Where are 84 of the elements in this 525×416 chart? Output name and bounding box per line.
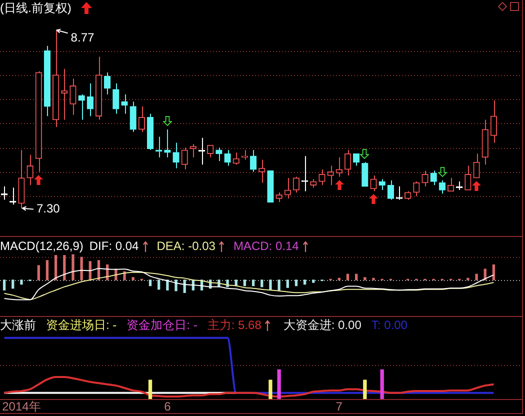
bar	[346, 274, 350, 280]
bar	[158, 280, 160, 290]
text: T: 0.00	[371, 318, 408, 332]
bar	[286, 280, 289, 288]
candlestick	[473, 153, 480, 178]
candlestick	[336, 156, 342, 178]
annotation: 7.30	[36, 202, 60, 216]
candlestick	[490, 100, 498, 144]
candlestick	[447, 177, 454, 192]
candlestick	[318, 168, 326, 186]
candlestick	[378, 178, 386, 191]
candlestick	[327, 165, 334, 186]
text: 大资金进: 0.00	[283, 318, 362, 332]
bar	[63, 255, 66, 280]
candlestick	[292, 176, 300, 193]
x-tick-label: 7	[336, 400, 343, 414]
text: MACD: 0.14	[233, 239, 299, 253]
candlestick	[104, 72, 111, 95]
bar	[312, 280, 315, 283]
candlestick	[61, 68, 68, 120]
text: 主力: 5.68	[207, 318, 262, 332]
candlestick	[121, 94, 128, 114]
candlestick	[70, 78, 76, 116]
candlestick	[26, 154, 34, 186]
bar	[243, 280, 246, 286]
candlestick	[301, 156, 308, 192]
series-label: DEA: -0.03	[156, 239, 216, 253]
candlestick	[276, 192, 282, 203]
candlestick	[172, 142, 180, 169]
bar	[294, 280, 298, 286]
x-tick-label: 6	[164, 400, 172, 414]
bar	[466, 278, 470, 280]
bar	[72, 254, 74, 280]
text: 资金进场日: -	[46, 318, 117, 332]
candlestick	[190, 143, 197, 158]
candlestick	[138, 106, 146, 132]
bar	[303, 280, 306, 285]
bar	[252, 280, 255, 286]
x-tick-label: 2014年	[2, 400, 41, 414]
bar	[364, 277, 366, 280]
bar	[269, 280, 272, 290]
candlestick	[130, 101, 136, 132]
bar	[166, 280, 169, 290]
bar	[278, 280, 280, 290]
chart-title: (日线.前复权)	[0, 1, 72, 15]
bar	[46, 260, 49, 280]
bar	[372, 278, 375, 280]
bar	[12, 280, 14, 289]
bar	[2, 280, 6, 290]
candlestick	[413, 181, 420, 197]
candlestick	[232, 152, 240, 166]
chart-title: 大涨前	[0, 318, 36, 332]
annotation: 8.77	[70, 30, 94, 44]
candlestick	[464, 165, 472, 191]
bar	[37, 265, 40, 280]
candlestick	[86, 82, 94, 117]
candlestick	[396, 186, 403, 200]
candlestick	[216, 147, 222, 162]
candlestick	[387, 180, 394, 200]
bar	[148, 280, 152, 286]
bar	[492, 264, 496, 280]
candlestick	[250, 150, 257, 172]
candlestick	[284, 177, 291, 200]
candlestick	[164, 128, 171, 158]
bar	[355, 274, 358, 280]
candlestick	[78, 94, 85, 120]
bar	[174, 280, 178, 292]
chart-title: MACD(12,26,9)	[0, 239, 84, 253]
candlestick	[344, 150, 352, 176]
bar	[475, 274, 478, 280]
candlestick	[362, 162, 368, 187]
series-label: DIF: 0.04	[89, 239, 139, 253]
text: 资金加仓日: -	[126, 318, 198, 332]
candlestick	[422, 170, 428, 187]
bar	[260, 280, 264, 288]
candlestick	[207, 144, 214, 158]
bar	[20, 280, 23, 285]
candlestick	[370, 174, 377, 192]
candlestick	[112, 82, 120, 114]
bar	[132, 277, 134, 280]
candlestick	[181, 147, 188, 170]
bar	[338, 278, 340, 280]
bar	[54, 255, 58, 280]
bar	[80, 256, 83, 280]
